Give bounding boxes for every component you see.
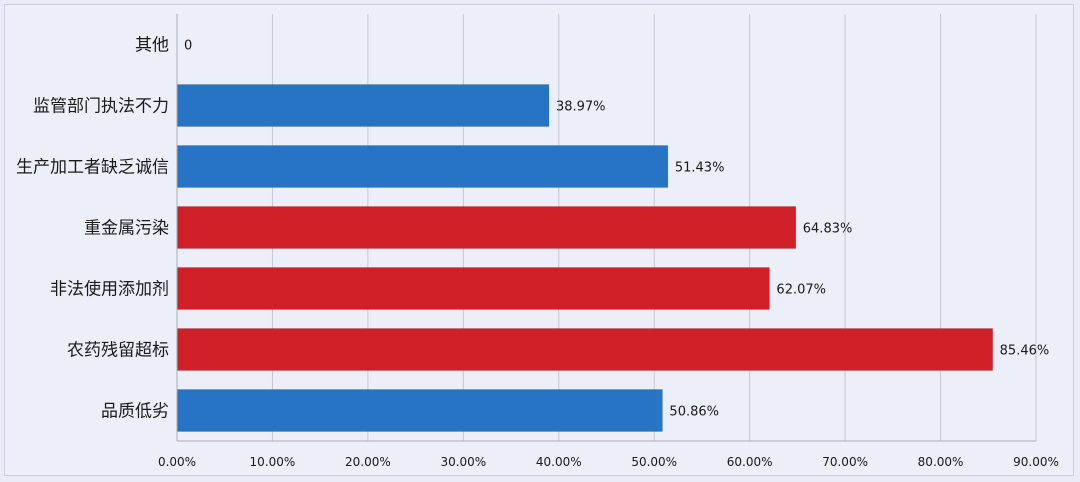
bar [176, 328, 993, 371]
data-label: 0 [184, 39, 192, 54]
bars [176, 84, 993, 432]
x-tick-label: 50.00% [631, 455, 677, 469]
bar [176, 389, 663, 432]
x-tick-label: 30.00% [440, 455, 486, 469]
x-tick-label: 90.00% [1013, 455, 1059, 469]
x-tick-label: 10.00% [250, 455, 296, 469]
category-label: 非法使用添加剂 [50, 279, 169, 300]
x-tick-label: 80.00% [918, 455, 964, 469]
data-label: 51.43% [675, 161, 725, 176]
bar [176, 84, 550, 127]
category-label: 监管部门执法不力 [33, 97, 169, 117]
x-tick-label: 20.00% [345, 455, 391, 469]
data-label: 62.07% [776, 283, 826, 298]
data-label: 64.83% [803, 222, 853, 237]
category-label: 农药残留超标 [67, 341, 169, 361]
x-tick-label: 70.00% [822, 455, 868, 469]
category-label: 其他 [135, 36, 169, 56]
data-label: 38.97% [556, 100, 606, 115]
x-tick-label: 0.00% [158, 455, 196, 469]
bar [176, 206, 797, 249]
category-label: 生产加工者缺乏诚信 [16, 158, 169, 178]
x-tick-label: 60.00% [727, 455, 773, 469]
bar [176, 145, 669, 188]
bar [176, 267, 770, 310]
data-label: 50.86% [669, 405, 719, 420]
data-label: 85.46% [1000, 344, 1050, 359]
category-label: 品质低劣 [101, 402, 169, 422]
labels: 0.00% 10.00% 20.00% 30.00% 40.00% 50.00% 60.00… [16, 36, 1059, 470]
category-label: 重金属污染 [84, 219, 169, 239]
x-tick-label: 40.00% [536, 455, 582, 469]
axes [176, 14, 1036, 442]
